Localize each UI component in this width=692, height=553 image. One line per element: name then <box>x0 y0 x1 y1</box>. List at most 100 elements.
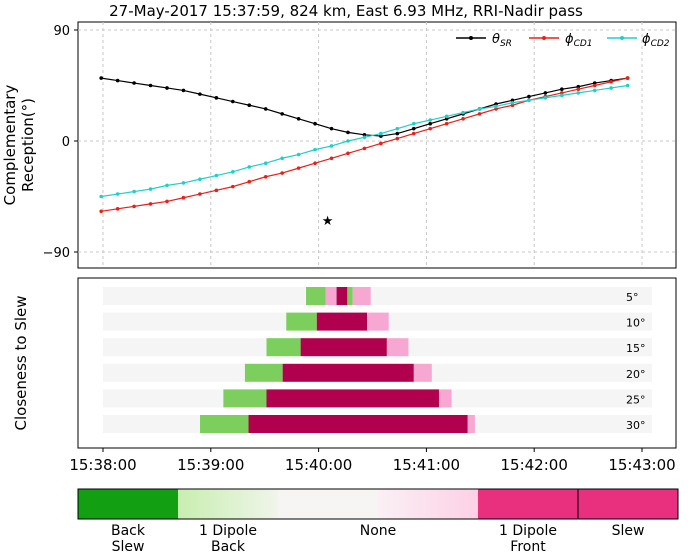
bottom-y-label: Closeness to Slew <box>12 295 30 430</box>
row-label: 10° <box>626 317 646 330</box>
series-point-theta <box>411 126 416 131</box>
series-point-cd2 <box>99 194 104 199</box>
series-point-cd2 <box>461 110 465 115</box>
series-point-theta <box>362 133 367 137</box>
series-point-cd1 <box>346 151 350 156</box>
cbar-label-line: None <box>360 523 397 539</box>
series-point-cd1 <box>362 146 367 151</box>
series-point-theta <box>395 131 400 136</box>
cbar-one-dipole-back <box>178 489 278 519</box>
x-tick-label: 15:43:00 <box>608 456 675 474</box>
bar-segment-one-dipole-back <box>306 287 326 305</box>
series-point-cd1 <box>576 87 581 91</box>
series-point-cd1 <box>99 209 104 214</box>
legend-cd1-label: ϕCD1 <box>565 32 593 49</box>
series-point-theta <box>99 76 104 80</box>
x-tick-label: 15:38:00 <box>69 456 136 474</box>
legend: θSR ϕCD1 ϕCD2 <box>456 32 670 49</box>
x-tick-label: 15:42:00 <box>501 456 568 474</box>
top-y-label-line: Reception(°) <box>19 98 37 192</box>
series-point-theta <box>379 134 383 138</box>
cbar-label-line: 1 Dipole <box>499 523 557 539</box>
series-point-theta <box>527 94 531 99</box>
series-point-cd2 <box>444 114 449 119</box>
series-point-cd2 <box>280 156 284 161</box>
series-point-cd2 <box>379 131 383 136</box>
series-point-cd1 <box>165 199 169 204</box>
series-point-cd2 <box>214 173 219 178</box>
bar-segment-one-dipole-back <box>223 389 267 408</box>
series-point-cd1 <box>329 156 334 161</box>
series-point-cd2 <box>198 177 202 182</box>
series-point-cd2 <box>313 147 317 152</box>
series-point-cd2 <box>231 170 235 174</box>
series-point-cd1 <box>444 121 449 126</box>
bar-segment-slew <box>300 338 387 357</box>
series-point-theta <box>313 121 317 126</box>
bar-segment-one-dipole-front <box>386 338 409 357</box>
series-point-cd2 <box>428 118 433 122</box>
row-label: 30° <box>626 419 646 432</box>
legend-theta-label: θSR <box>492 32 512 49</box>
series-point-cd1 <box>395 136 400 141</box>
cbar-label-line: Slew <box>612 523 645 539</box>
top-y-ticks: 90 0 −90 <box>43 24 78 261</box>
series-point-cd1 <box>296 166 301 170</box>
series-point-theta <box>181 88 186 93</box>
series-point-cd1 <box>263 174 268 179</box>
series-point-cd2 <box>148 187 153 191</box>
series-point-cd2 <box>132 189 136 194</box>
series-point-cd1 <box>609 80 613 84</box>
top-panel: 90 0 −90 ComplementaryReception(°) ★ θSR ϕ… <box>1 21 677 269</box>
series-point-cd2 <box>263 161 268 165</box>
series-point-cd2 <box>362 135 367 140</box>
bars-layer: 5° 10° 15° 20° 25° 30° <box>103 287 652 433</box>
bar-segment-one-dipole-front <box>352 287 371 305</box>
bar-segment-slew <box>336 287 348 305</box>
series-point-cd2 <box>592 88 597 93</box>
top-ytick-label: 0 <box>62 135 70 150</box>
series-point-cd2 <box>543 96 548 100</box>
series-point-cd1 <box>198 192 202 196</box>
cbar-none <box>278 489 378 519</box>
series-point-cd2 <box>576 91 581 95</box>
cbar-label-line: Front <box>510 539 546 553</box>
top-ytick-label: −90 <box>43 246 70 261</box>
series-point-cd1 <box>477 112 482 116</box>
series-point-cd1 <box>379 141 383 146</box>
bar-segment-one-dipole-front <box>413 363 432 382</box>
series-point-theta <box>165 86 169 90</box>
row-background <box>103 287 652 305</box>
series-point-cd1 <box>214 188 219 193</box>
bar-segment-one-dipole-back <box>266 338 301 357</box>
series-point-cd2 <box>296 152 301 157</box>
series-point-cd1 <box>148 202 153 206</box>
x-tick-label: 15:41:00 <box>393 456 460 474</box>
series-point-cd1 <box>428 126 433 131</box>
series-point-cd1 <box>280 171 284 175</box>
series-point-theta <box>444 117 449 121</box>
legend-theta-marker <box>469 36 473 40</box>
series-point-cd1 <box>247 179 252 184</box>
series-point-theta <box>592 81 597 85</box>
series-point-cd1 <box>560 91 564 95</box>
series-point-theta <box>132 81 136 85</box>
series-point-cd2 <box>346 139 350 143</box>
row-label: 5° <box>626 291 639 304</box>
bar-segment-one-dipole-back <box>200 415 249 433</box>
bar-segment-slew <box>266 389 439 408</box>
series-point-theta <box>247 103 252 108</box>
top-ytick-label: 90 <box>53 24 70 39</box>
x-tick-label: 15:40:00 <box>285 456 352 474</box>
series-point-cd2 <box>115 192 120 196</box>
series-point-theta <box>494 102 498 106</box>
bar-segment-one-dipole-front <box>367 312 389 331</box>
series-point-theta <box>280 112 284 116</box>
series-point-cd2 <box>181 181 186 185</box>
series-layer <box>99 76 630 214</box>
cbar-slew-tail <box>577 488 679 520</box>
series-point-theta <box>329 126 334 131</box>
series-point-theta <box>576 84 581 89</box>
